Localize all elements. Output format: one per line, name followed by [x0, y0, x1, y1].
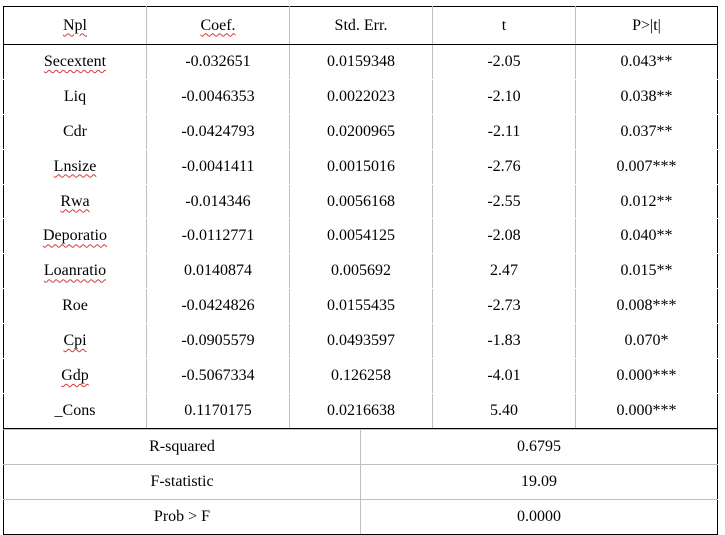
table-row: Secextent -0.032651 0.0159348 -2.05 0.04… — [3, 44, 718, 80]
coef-cell: -0.014346 — [146, 183, 290, 220]
stats-row: R-squared 0.6795 — [3, 428, 718, 465]
stat-label: R-squared — [3, 428, 361, 465]
header-p-value: P>|t| — [575, 6, 718, 45]
p-value-cell: 0.007*** — [575, 148, 718, 185]
p-value-cell: 0.070* — [575, 323, 718, 360]
table-row: Lnsize -0.0041411 0.0015016 -2.76 0.007*… — [3, 148, 718, 185]
table-row: Loanratio 0.0140874 0.005692 2.47 0.015*… — [3, 253, 718, 290]
std-err-cell: 0.0216638 — [289, 392, 433, 429]
stat-value: 0.6795 — [360, 428, 718, 465]
t-cell: -2.05 — [432, 44, 576, 80]
table-row: Deporatio -0.0112771 0.0054125 -2.08 0.0… — [3, 218, 718, 255]
table-row: Cdr -0.0424793 0.0200965 -2.11 0.037** — [3, 113, 718, 150]
std-err-cell: 0.005692 — [289, 253, 433, 290]
variable-name: Gdp — [3, 358, 147, 394]
table-row: Gdp -0.5067334 0.126258 -4.01 0.000*** — [3, 358, 718, 394]
header-coef: Coef. — [146, 6, 290, 45]
coef-cell: -0.0041411 — [146, 148, 290, 185]
table-row: Cpi -0.0905579 0.0493597 -1.83 0.070* — [3, 323, 718, 360]
coef-cell: -0.0112771 — [146, 218, 290, 255]
stat-value: 0.0000 — [360, 498, 718, 535]
p-value-cell: 0.012** — [575, 183, 718, 220]
p-value-cell: 0.040** — [575, 218, 718, 255]
p-value-cell: 0.008*** — [575, 288, 718, 325]
stats-row: F-statistic 19.09 — [3, 463, 718, 500]
table-row: Rwa -0.014346 0.0056168 -2.55 0.012** — [3, 183, 718, 220]
p-value-cell: 0.043** — [575, 44, 718, 80]
coef-cell: -0.5067334 — [146, 358, 290, 394]
variable-name: Deporatio — [3, 218, 147, 255]
t-cell: -2.55 — [432, 183, 576, 220]
variable-name: Rwa — [3, 183, 147, 220]
stats-row: Prob > F 0.0000 — [3, 498, 718, 535]
t-cell: -4.01 — [432, 358, 576, 394]
p-value-cell: 0.000*** — [575, 358, 718, 394]
std-err-cell: 0.0022023 — [289, 78, 433, 115]
stat-label: F-statistic — [3, 463, 361, 500]
t-cell: -1.83 — [432, 323, 576, 360]
coefficients-table: Npl Coef. Std. Err. t P>|t| Secextent -0… — [3, 6, 718, 429]
header-std-err: Std. Err. — [289, 6, 433, 45]
table-row: Liq -0.0046353 0.0022023 -2.10 0.038** — [3, 78, 718, 115]
t-cell: -2.11 — [432, 113, 576, 150]
std-err-cell: 0.0054125 — [289, 218, 433, 255]
t-cell: -2.73 — [432, 288, 576, 325]
header-npl: Npl — [3, 6, 147, 45]
model-stats-table: R-squared 0.6795 F-statistic 19.09 Prob … — [3, 428, 718, 535]
coef-cell: 0.0140874 — [146, 253, 290, 290]
p-value-cell: 0.015** — [575, 253, 718, 290]
coef-cell: -0.032651 — [146, 44, 290, 80]
variable-name: Lnsize — [3, 148, 147, 185]
p-value-cell: 0.038** — [575, 78, 718, 115]
t-cell: -2.08 — [432, 218, 576, 255]
coef-cell: -0.0046353 — [146, 78, 290, 115]
variable-name: Loanratio — [3, 253, 147, 290]
table-row: _Cons 0.1170175 0.0216638 5.40 0.000*** — [3, 392, 718, 429]
variable-name: Secextent — [3, 44, 147, 80]
t-cell: -2.76 — [432, 148, 576, 185]
p-value-cell: 0.000*** — [575, 392, 718, 429]
std-err-cell: 0.0200965 — [289, 113, 433, 150]
header-row: Npl Coef. Std. Err. t P>|t| — [3, 6, 718, 45]
stat-value: 19.09 — [360, 463, 718, 500]
coef-cell: -0.0424793 — [146, 113, 290, 150]
coef-cell: -0.0905579 — [146, 323, 290, 360]
variable-name: Cpi — [3, 323, 147, 360]
stat-label: Prob > F — [3, 498, 361, 535]
table-row: Roe -0.0424826 0.0155435 -2.73 0.008*** — [3, 288, 718, 325]
variable-name: Liq — [3, 78, 147, 115]
regression-table-container: Npl Coef. Std. Err. t P>|t| Secextent -0… — [3, 6, 718, 535]
std-err-cell: 0.0493597 — [289, 323, 433, 360]
header-t: t — [432, 6, 576, 45]
variable-name: Cdr — [3, 113, 147, 150]
p-value-cell: 0.037** — [575, 113, 718, 150]
std-err-cell: 0.0015016 — [289, 148, 433, 185]
variable-name: _Cons — [3, 392, 147, 429]
variable-name: Roe — [3, 288, 147, 325]
t-cell: -2.10 — [432, 78, 576, 115]
std-err-cell: 0.0159348 — [289, 44, 433, 80]
std-err-cell: 0.0155435 — [289, 288, 433, 325]
coef-cell: 0.1170175 — [146, 392, 290, 429]
std-err-cell: 0.126258 — [289, 358, 433, 394]
t-cell: 2.47 — [432, 253, 576, 290]
t-cell: 5.40 — [432, 392, 576, 429]
std-err-cell: 0.0056168 — [289, 183, 433, 220]
coef-cell: -0.0424826 — [146, 288, 290, 325]
